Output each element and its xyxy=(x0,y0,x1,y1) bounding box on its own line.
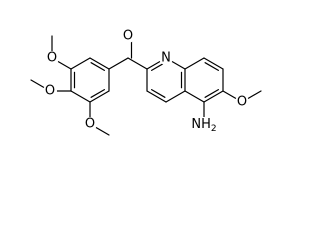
ring-nitrogen: N xyxy=(161,51,171,66)
atom-labels: O N O O O O NH2 xyxy=(43,29,249,134)
bond xyxy=(146,90,167,103)
bond xyxy=(90,89,106,98)
structure-diagram: O N O O O O NH2 xyxy=(30,29,262,136)
label-bg xyxy=(195,117,217,133)
methoxy-oxygen: O xyxy=(85,117,95,132)
bond xyxy=(204,62,220,71)
bond xyxy=(90,62,106,71)
label-bg xyxy=(83,117,97,131)
bond xyxy=(184,57,205,70)
methoxy-oxygen: O xyxy=(237,95,247,110)
bond xyxy=(70,90,91,103)
label-bg xyxy=(45,51,59,65)
methoxy-oxygen: O xyxy=(47,51,57,66)
bond xyxy=(89,57,110,70)
amine-main: NH xyxy=(191,117,211,132)
bond xyxy=(203,57,224,70)
label-bg xyxy=(121,29,135,43)
methoxy-oxygen: O xyxy=(45,84,55,99)
bonds xyxy=(30,35,262,136)
bond xyxy=(204,89,220,98)
label-bg xyxy=(235,95,249,109)
carbonyl-oxygen: O xyxy=(123,29,133,44)
bond xyxy=(203,90,224,103)
bond xyxy=(108,57,129,70)
bond xyxy=(150,89,166,98)
label-bg xyxy=(43,84,57,98)
bond xyxy=(127,57,148,70)
bond xyxy=(70,57,91,70)
bond xyxy=(165,90,186,103)
bond xyxy=(89,90,110,103)
bond xyxy=(184,90,205,103)
amine-subscript: 2 xyxy=(211,124,217,134)
label-bg xyxy=(159,51,173,65)
amine-label: NH2 xyxy=(191,117,216,134)
